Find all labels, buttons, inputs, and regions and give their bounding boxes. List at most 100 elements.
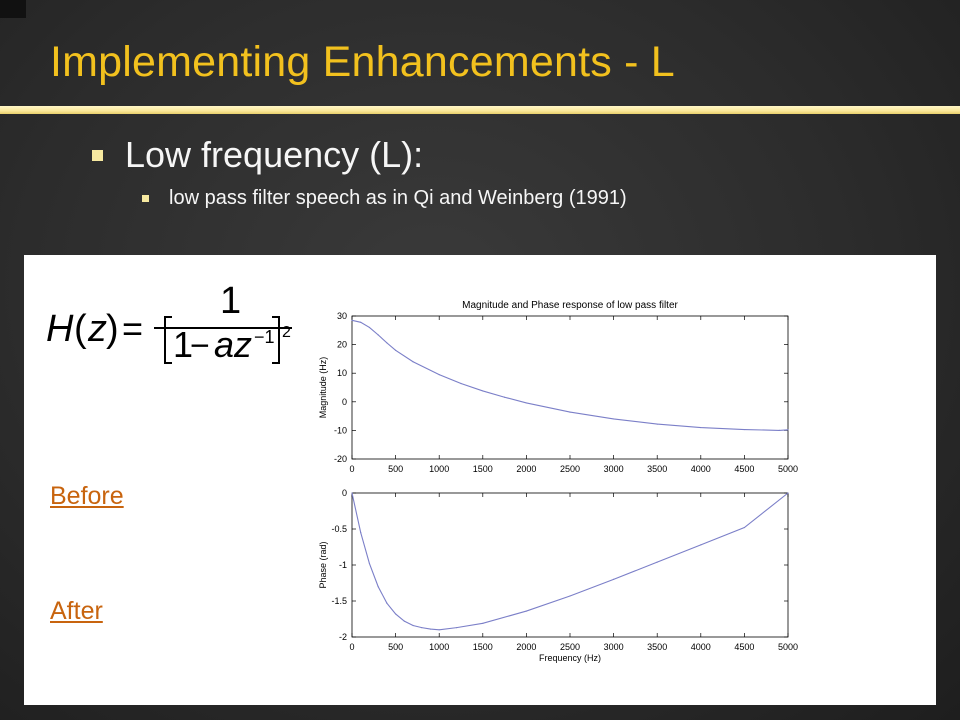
magnitude-response-chart: 0 500 1000 1500 2000 2500 3000 3500 4000 4500 5000…	[318, 300, 798, 473]
data-point	[743, 526, 745, 529]
data-point	[460, 382, 462, 385]
y-tick-label: 0	[342, 397, 347, 407]
y-tick-label: -10	[334, 425, 347, 435]
figure-panel: H ( z ) = 1 1 − az −1 2 Before After 0 50…	[24, 255, 936, 705]
data-point	[351, 319, 353, 321]
bullet-level2-text: low pass filter speech as in Qi and Wein…	[169, 187, 627, 209]
svg-text:2: 2	[282, 324, 291, 341]
bullet-square-small-icon	[142, 195, 149, 202]
data-point	[787, 429, 789, 431]
y-tick-label: -1	[339, 560, 347, 570]
x-tick-label: 3000	[604, 464, 624, 473]
data-point	[504, 396, 506, 398]
data-point	[395, 349, 397, 351]
x-tick-label: 500	[388, 464, 403, 473]
svg-text:−: −	[190, 327, 210, 365]
x-tick-label: 2000	[516, 642, 536, 652]
data-point	[377, 586, 379, 588]
slide-title: Implementing Enhancements - L	[50, 38, 675, 86]
after-audio-link[interactable]: After	[50, 597, 103, 625]
y-axis-label: Magnitude (Hz)	[318, 357, 328, 419]
y-tick-label: -0.5	[331, 524, 347, 534]
svg-text:z: z	[87, 308, 107, 350]
svg-text:−1: −1	[254, 327, 275, 347]
data-point	[613, 578, 615, 580]
data-point	[569, 595, 571, 597]
data-point	[700, 544, 702, 546]
x-tick-label: 5000	[778, 642, 798, 652]
y-tick-label: -20	[334, 454, 347, 464]
svg-text:): )	[106, 308, 119, 350]
y-tick-label: -2	[339, 632, 347, 642]
chart-title: Magnitude and Phase response of low pass…	[462, 300, 678, 311]
x-tick-label: 4000	[691, 642, 711, 652]
bullet-level1-text: Low frequency (L):	[125, 134, 424, 175]
y-tick-label: 20	[337, 340, 347, 350]
plot-frame	[351, 492, 789, 638]
data-point	[351, 492, 353, 494]
x-tick-label: 1000	[429, 642, 449, 652]
x-tick-label: 2500	[560, 642, 580, 652]
data-point	[360, 532, 362, 534]
data-point	[386, 342, 388, 344]
x-tick-label: 3500	[647, 642, 667, 652]
data-point	[482, 390, 484, 392]
data-point	[787, 492, 789, 494]
x-tick-label: 0	[349, 642, 354, 652]
x-tick-label: 1500	[473, 642, 493, 652]
data-point	[525, 610, 527, 612]
data-point	[743, 428, 745, 431]
x-tick-label: 500	[388, 642, 403, 652]
data-point	[360, 321, 362, 323]
bullet-level1: Low frequency (L):	[92, 134, 423, 176]
y-tick-label: 10	[337, 368, 347, 378]
data-point	[525, 402, 527, 404]
svg-text:(: (	[74, 308, 87, 350]
data-point	[438, 629, 440, 631]
plot-frame	[351, 315, 789, 460]
data-point	[421, 627, 423, 629]
data-point	[368, 326, 371, 329]
data-point	[456, 627, 458, 629]
bullet-level2: low pass filter speech as in Qi and Wein…	[142, 187, 627, 210]
x-axis-label: Frequency (Hz)	[539, 653, 601, 663]
phase-response-chart: 0 500 1000 1500 2000 2500 3000 3500 4000 4500 5000…	[318, 488, 798, 663]
x-tick-label: 1500	[473, 464, 493, 473]
x-tick-label: 3000	[604, 642, 624, 652]
y-axis-label: Phase (rad)	[318, 541, 328, 588]
data-point	[395, 613, 397, 615]
x-tick-label: 3500	[647, 464, 667, 473]
svg-text:H: H	[46, 308, 74, 350]
data-point	[412, 624, 414, 627]
svg-text:1: 1	[173, 324, 193, 365]
y-tick-label: -1.5	[331, 596, 347, 606]
x-tick-label: 2000	[516, 464, 536, 473]
data-point	[700, 426, 702, 429]
data-point	[569, 411, 571, 413]
data-point	[403, 620, 405, 622]
corner-mark	[0, 0, 26, 18]
y-tick-label: 30	[337, 311, 347, 321]
data-point	[778, 429, 780, 431]
x-tick-label: 4500	[734, 464, 754, 473]
y-tick-label: 0	[342, 488, 347, 498]
x-tick-label: 4000	[691, 464, 711, 473]
x-tick-label: 5000	[778, 464, 798, 473]
data-point	[438, 374, 440, 376]
svg-text:1: 1	[220, 280, 241, 322]
data-point	[656, 423, 658, 425]
x-tick-label: 2500	[560, 464, 580, 473]
svg-text:az: az	[214, 324, 252, 365]
svg-text:=: =	[122, 308, 143, 349]
data-point	[429, 628, 432, 630]
transfer-function-formula: H ( z ) = 1 1 − az −1 2	[46, 280, 292, 365]
x-tick-label: 4500	[734, 642, 754, 652]
data-point	[377, 334, 379, 336]
data-point	[386, 602, 388, 604]
data-point	[482, 622, 484, 624]
series-line	[351, 492, 789, 631]
before-audio-link[interactable]: Before	[50, 482, 124, 510]
x-tick-label: 1000	[429, 464, 449, 473]
data-point	[368, 562, 371, 565]
bullet-square-icon	[92, 149, 103, 161]
